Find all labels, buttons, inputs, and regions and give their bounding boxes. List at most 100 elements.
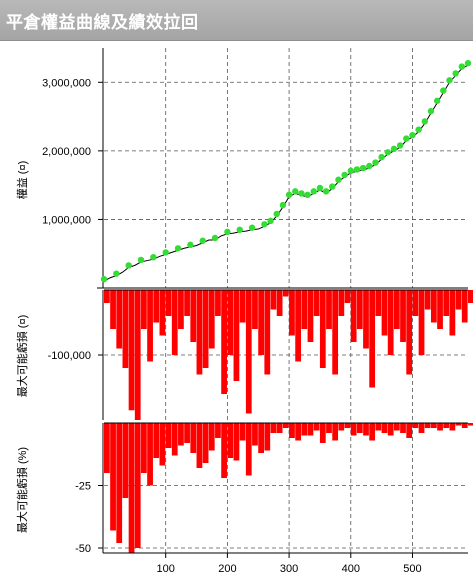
drawdown-percent-bar <box>449 423 456 431</box>
equity-point <box>285 191 293 198</box>
drawdown-amount-bar <box>468 290 473 303</box>
drawdown-amount-bar <box>307 290 314 342</box>
drawdown-amount-bar <box>350 290 357 342</box>
drawdown-percent-bar <box>264 423 271 451</box>
drawdown-amount-bar <box>215 290 221 316</box>
drawdown-amount-bar <box>270 290 277 310</box>
equity-markers <box>100 59 472 283</box>
drawdown-percent-y-ticks: -25 -50 <box>75 481 103 555</box>
drawdown-percent-bar <box>412 423 419 428</box>
drawdown-amount-bar <box>369 290 376 388</box>
drawdown-percent-bar <box>116 423 123 543</box>
charts-area: 3,000,000 2,000,000 1,000,000 權益 (¤) -100,… <box>15 48 473 575</box>
drawdown-percent-bar <box>165 423 172 448</box>
y-tick-label: -25 <box>75 481 91 493</box>
x-axis-ticks: 100 200 300 400 500 <box>157 553 422 575</box>
drawdown-amount-bar <box>227 290 234 355</box>
drawdown-percent-bar <box>171 423 178 456</box>
y-tick-label: 1,000,000 <box>42 214 91 226</box>
drawdown-amount-bar <box>319 290 326 368</box>
equity-point <box>248 224 256 231</box>
equity-point <box>359 164 367 172</box>
drawdown-percent-bar <box>369 423 376 441</box>
drawdown-percent-bar <box>400 423 406 433</box>
equity-point <box>125 262 132 269</box>
drawdown-amount-bar <box>159 290 166 336</box>
equity-point <box>187 241 194 249</box>
drawdown-percent-bar <box>122 423 129 498</box>
drawdown-percent-bar <box>233 423 240 461</box>
drawdown-amount-bar <box>252 290 258 329</box>
drawdown-percent-bar <box>239 423 246 441</box>
equity-point <box>267 217 274 225</box>
drawdown-percent-bar <box>252 423 258 446</box>
drawdown-amount-bar <box>387 290 394 355</box>
drawdown-amount-bar <box>375 290 382 316</box>
drawdown-percent-bar <box>221 423 227 478</box>
drawdown-amount-y-label: 最大可能虧損 (¤) <box>15 315 29 398</box>
equity-point <box>353 166 361 173</box>
drawdown-percent-bar <box>455 423 462 426</box>
drawdown-amount-y-ticks: -100,000 <box>48 350 103 362</box>
drawdown-amount-bar <box>393 290 400 329</box>
drawdown-percent-bar <box>326 423 332 433</box>
drawdown-amount-bar <box>449 290 456 336</box>
equity-point <box>150 254 157 261</box>
equity-point <box>427 107 435 115</box>
drawdown-percent-bar <box>134 423 141 548</box>
drawdown-amount-bar <box>356 290 363 329</box>
x-tick-label: 200 <box>218 563 236 575</box>
equity-y-ticks: 3,000,000 2,000,000 1,000,000 <box>42 77 103 226</box>
y-tick-label: 3,000,000 <box>42 77 91 89</box>
drawdown-percent-bar <box>295 423 302 441</box>
drawdown-percent-bar <box>178 423 184 446</box>
drawdown-percent-bar <box>184 423 190 443</box>
drawdown-amount-bar <box>128 290 135 411</box>
equity-point <box>446 77 453 84</box>
equity-point <box>335 176 342 183</box>
drawdown-amount-bar <box>196 290 203 375</box>
drawdown-percent-bar <box>313 423 320 431</box>
y-tick-label: -100,000 <box>48 350 91 362</box>
drawdown-amount-bar <box>338 290 345 316</box>
drawdown-percent-bar <box>227 423 234 458</box>
drawdown-percent-bar <box>393 423 400 431</box>
equity-point <box>378 153 385 161</box>
drawdown-percent-bar <box>196 423 203 468</box>
drawdown-percent-y-label: 最大可能虧損 (%) <box>15 447 29 533</box>
drawdown-percent-bar <box>276 423 283 433</box>
drawdown-amount-bar <box>104 290 110 303</box>
equity-point <box>304 191 311 198</box>
x-tick-label: 400 <box>342 563 360 575</box>
drawdown-amount-bar <box>116 290 123 349</box>
equity-point <box>452 70 459 77</box>
equity-point <box>113 270 120 277</box>
drawdown-percent-bar <box>301 423 308 436</box>
equity-point <box>298 190 305 197</box>
equity-point <box>403 135 410 142</box>
drawdown-percent-bar <box>418 423 425 433</box>
drawdown-percent-bar <box>282 423 289 428</box>
drawdown-amount-bar <box>406 290 413 375</box>
drawdown-percent-bar <box>190 423 197 453</box>
drawdown-percent-bar <box>332 423 339 441</box>
drawdown-percent-bar <box>270 423 277 433</box>
equity-point <box>273 210 280 218</box>
drawdown-percent-bar <box>289 423 295 438</box>
drawdown-amount-bar <box>301 290 308 329</box>
drawdown-amount-bar <box>165 290 172 316</box>
equity-panel: 3,000,000 2,000,000 1,000,000 權益 (¤) <box>15 48 472 289</box>
drawdown-amount-bar <box>412 290 419 316</box>
drawdown-amount-bar <box>344 290 351 303</box>
equity-point <box>433 97 441 105</box>
equity-point <box>322 188 330 195</box>
drawdown-percent-bar <box>461 423 468 428</box>
drawdown-amount-bar <box>202 290 209 368</box>
drawdown-percent-bar <box>363 423 369 436</box>
drawdown-percent-bar <box>338 423 345 431</box>
drawdown-percent-bar <box>468 423 473 426</box>
equity-point <box>100 275 108 283</box>
equity-point <box>396 142 404 149</box>
drawdown-percent-bar <box>153 423 160 458</box>
drawdown-percent-bar <box>245 423 252 476</box>
